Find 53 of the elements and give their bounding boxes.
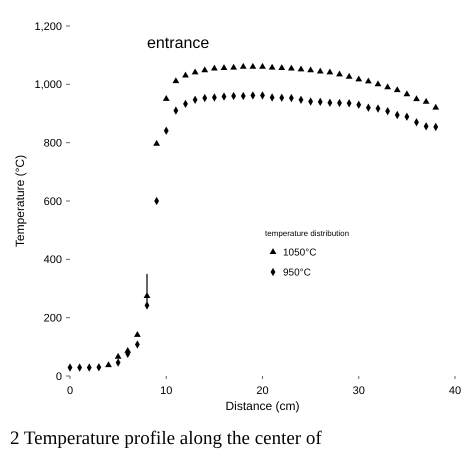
x-tick-label: 0: [66, 385, 74, 397]
point: [210, 64, 218, 71]
x-tick-label: 10: [160, 385, 172, 397]
point: [422, 98, 430, 104]
point: [153, 140, 160, 146]
point: [413, 95, 420, 102]
point: [316, 68, 324, 74]
point: [182, 72, 189, 78]
point: [144, 292, 150, 298]
point: [249, 62, 256, 69]
point: [172, 77, 180, 84]
point: [298, 66, 304, 72]
point: [394, 86, 401, 92]
point: [374, 80, 382, 86]
y-tick-label: 0: [56, 370, 62, 383]
point: [240, 62, 247, 69]
legend-label: 1050°C: [283, 248, 316, 258]
text: entrance: [147, 35, 210, 52]
x-tick-label: 20: [256, 385, 269, 397]
point: [268, 64, 276, 70]
point: [384, 83, 392, 90]
x-tick-label: 30: [352, 385, 365, 397]
legend-label: 950°C: [283, 268, 311, 278]
point: [220, 64, 228, 70]
legend-title: temperature distribution: [265, 229, 350, 238]
y-tick-label: 200: [44, 312, 62, 325]
point: [288, 64, 295, 71]
point: [230, 64, 238, 70]
x-axis-title: Distance (cm): [225, 399, 300, 413]
y-tick-label: 1,000: [34, 79, 62, 92]
point: [336, 70, 343, 76]
y-tick-label: 600: [44, 196, 62, 208]
point: [355, 75, 362, 82]
point: [201, 66, 208, 72]
y-tick-label: 1,200: [34, 20, 62, 33]
x-tick-label: 40: [448, 385, 462, 397]
point: [162, 94, 170, 101]
point: [364, 77, 372, 84]
point: [346, 72, 353, 79]
point: [432, 104, 440, 110]
point: [114, 352, 122, 359]
point: [307, 66, 314, 72]
point: [134, 330, 141, 337]
y-tick-label: 800: [44, 138, 62, 150]
point: [259, 62, 266, 69]
point: [403, 90, 410, 96]
point: [192, 68, 199, 74]
text: 2 Temperature profile along the center of: [10, 428, 322, 449]
y-tick-label: 400: [44, 254, 62, 266]
point: [105, 361, 112, 368]
y-axis-title: Temperature (°C): [13, 154, 27, 248]
point: [278, 64, 286, 70]
point: [326, 68, 334, 74]
